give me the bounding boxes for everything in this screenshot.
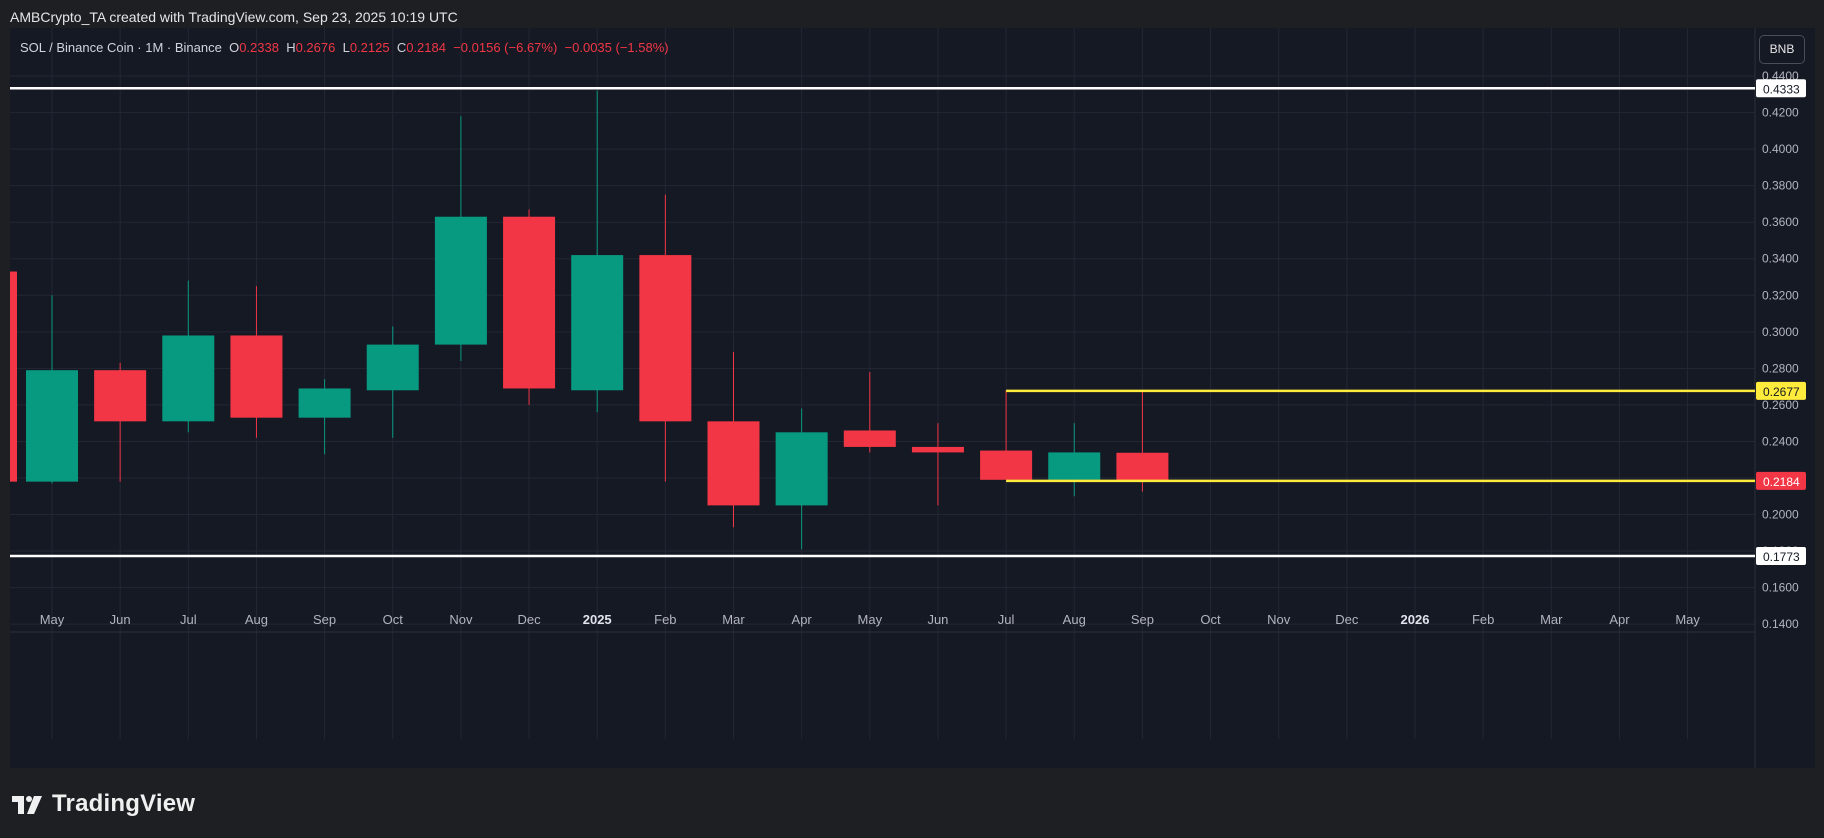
price-tag-label: 0.2184 [1763,475,1800,489]
y-tick-label: 0.3000 [1762,325,1799,339]
x-tick-label: Sep [313,612,336,627]
x-tick-label: Mar [722,612,745,627]
y-tick-label: 0.2600 [1762,398,1799,412]
candle-body [366,344,419,391]
x-tick-label: Oct [383,612,404,627]
price-tag-label: 0.1773 [1763,550,1800,564]
high-label: H [286,40,296,55]
currency-button[interactable]: BNB [1759,35,1805,64]
chart-panel[interactable]: 0.4400 0.4200 0.4000 0.3800 0.3600 0.3400 0.32… [10,28,1815,768]
candle-body [639,255,692,422]
open-value: 0.2338 [239,40,279,55]
y-tick-label: 0.2000 [1762,508,1799,522]
candle-body [26,370,78,482]
y-tick-label: 0.3600 [1762,215,1799,229]
candle-partial [10,271,17,482]
y-tick-label: 0.1400 [1762,617,1799,631]
created-by-text: AMBCrypto_TA created with TradingView.co… [10,9,458,25]
tradingview-brand-text: TradingView [52,790,196,817]
x-tick-label: May [1675,612,1700,627]
x-tick-label: Jun [110,612,131,627]
candle-body [571,255,624,391]
y-tick-label: 0.3800 [1762,179,1799,193]
candle-body [775,432,828,506]
candle-body [980,450,1033,480]
symbol-name: SOL / Binance Coin · 1M · Binance [20,40,222,55]
x-tick-label: 2026 [1401,612,1430,627]
y-tick-label: 0.3400 [1762,252,1799,266]
candle-body [707,421,760,506]
x-tick-label: 2025 [583,612,612,627]
y-tick-label: 0.4200 [1762,106,1799,120]
x-tick-label: Dec [1335,612,1359,627]
candle-body [298,388,351,418]
x-tick-label: Apr [792,612,813,627]
low-value: 0.2125 [349,40,390,55]
symbol-legend: SOL / Binance Coin · 1M · Binance O0.233… [20,40,669,55]
y-tick-label: 0.2400 [1762,434,1799,448]
x-tick-label: Mar [1540,612,1563,627]
x-tick-label: Feb [1472,612,1494,627]
y-tick-label: 0.1600 [1762,581,1799,595]
x-tick-label: Nov [1267,612,1291,627]
close-value: 0.2184 [406,40,446,55]
candle-body [1048,452,1101,480]
x-tick-label: Sep [1131,612,1154,627]
candlestick-chart[interactable]: 0.44000.42000.40000.38000.36000.34000.32… [10,28,1815,768]
x-tick-label: Jun [927,612,948,627]
candle-body [230,335,283,418]
tradingview-logo-icon [12,796,42,814]
candle-body [911,446,964,453]
x-tick-label: Jul [998,612,1015,627]
candle-body [503,216,556,389]
price-tag-label: 0.4333 [1763,82,1800,96]
low-label: L [342,40,350,55]
candle-body [94,370,147,422]
y-tick-label: 0.2800 [1762,361,1799,375]
price-tag-background [1756,79,1806,98]
candle-body [1116,452,1169,481]
x-tick-label: Jul [180,612,197,627]
change-value: −0.0156 (−6.67%) [453,40,558,55]
x-tick-label: Apr [1609,612,1630,627]
x-tick-label: Feb [654,612,676,627]
x-tick-label: Aug [1063,612,1086,627]
candle-body [434,216,487,345]
y-tick-label: 0.4000 [1762,142,1799,156]
price-tag-background [1756,471,1806,490]
footer: TradingView [0,768,1824,838]
change-secondary-value: −0.0035 (−1.58%) [564,40,669,55]
close-label: C [396,40,407,55]
price-tag-label: 0.2677 [1763,385,1800,399]
high-value: 0.2676 [295,40,336,55]
x-tick-label: Oct [1200,612,1221,627]
y-tick-label: 0.3200 [1762,288,1799,302]
open-label: O [229,40,240,55]
tradingview-logo[interactable]: TradingView [12,790,195,818]
x-tick-label: Aug [245,612,268,627]
x-tick-label: May [858,612,883,627]
x-tick-label: May [40,612,65,627]
price-tag-background [1756,381,1806,400]
x-tick-label: Dec [517,612,541,627]
price-tag-background [1756,546,1806,565]
x-tick-label: Nov [449,612,473,627]
candle-body [843,430,896,447]
candle-body [162,335,215,422]
